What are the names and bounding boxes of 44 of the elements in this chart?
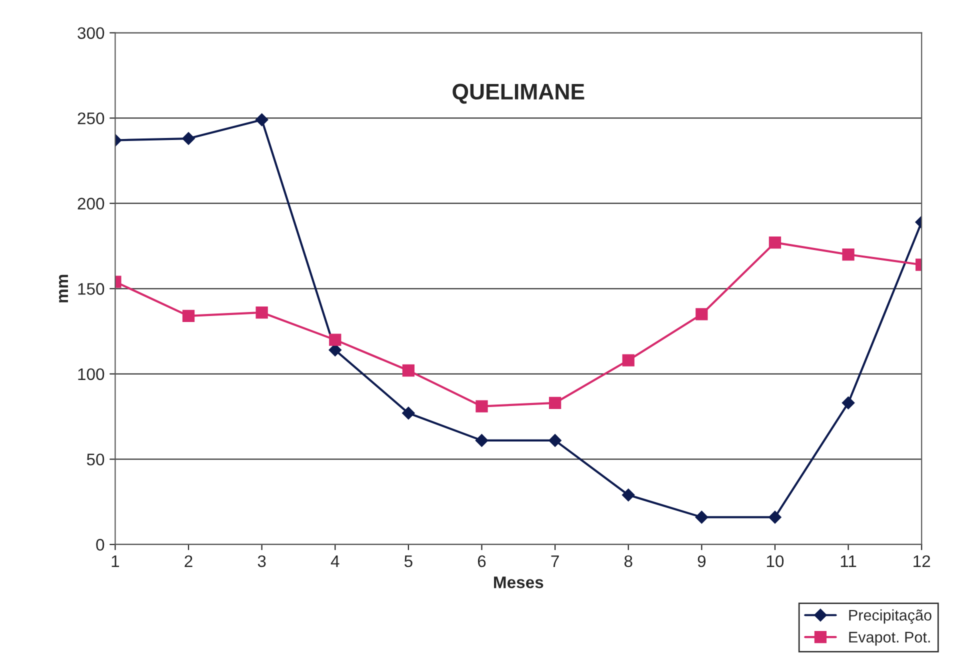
point <box>548 396 562 409</box>
legend-label: Evapot. Pot. <box>849 632 930 646</box>
legend-label: Precipitação <box>849 609 932 624</box>
x-tick-label: 10 <box>766 555 784 568</box>
x-tick-label: 4 <box>330 556 340 567</box>
point <box>696 308 708 320</box>
x-tick-label: 6 <box>478 555 486 568</box>
point <box>548 434 562 447</box>
point <box>255 113 268 126</box>
x-tick-label: 11 <box>840 556 856 567</box>
x-tick-label: 5 <box>404 556 412 568</box>
x-tick-label: 12 <box>914 555 930 567</box>
point <box>476 400 488 412</box>
text: QUELIMANE <box>452 84 584 104</box>
y-tick-label: 300 <box>78 27 104 40</box>
y-axis-title: mm <box>58 274 68 302</box>
x-tick-label: 2 <box>184 555 192 567</box>
y-tick-label: 250 <box>78 112 104 124</box>
point <box>622 488 635 502</box>
point <box>695 510 708 524</box>
x-tick-label: 8 <box>624 555 632 568</box>
x-axis-title: Meses <box>494 576 544 588</box>
point <box>842 248 854 261</box>
point <box>622 354 634 366</box>
point <box>329 334 342 346</box>
point <box>768 236 782 249</box>
point <box>842 396 855 410</box>
y-tick-label: 50 <box>86 454 104 466</box>
point <box>328 344 342 356</box>
point <box>768 510 782 524</box>
x-tick-label: 1 <box>112 556 120 567</box>
point <box>182 310 195 322</box>
point <box>475 434 488 447</box>
point <box>256 306 268 319</box>
x-tick-label: 7 <box>551 556 559 567</box>
x-tick-label: 3 <box>258 555 266 568</box>
x-tick-label: 9 <box>698 555 706 568</box>
y-tick-label: 200 <box>78 198 104 210</box>
point <box>402 364 415 377</box>
y-tick-label: 0 <box>96 538 104 551</box>
y-tick-label: 150 <box>78 283 104 295</box>
point <box>182 132 195 145</box>
y-tick-label: 100 <box>78 368 104 380</box>
point <box>402 406 415 420</box>
